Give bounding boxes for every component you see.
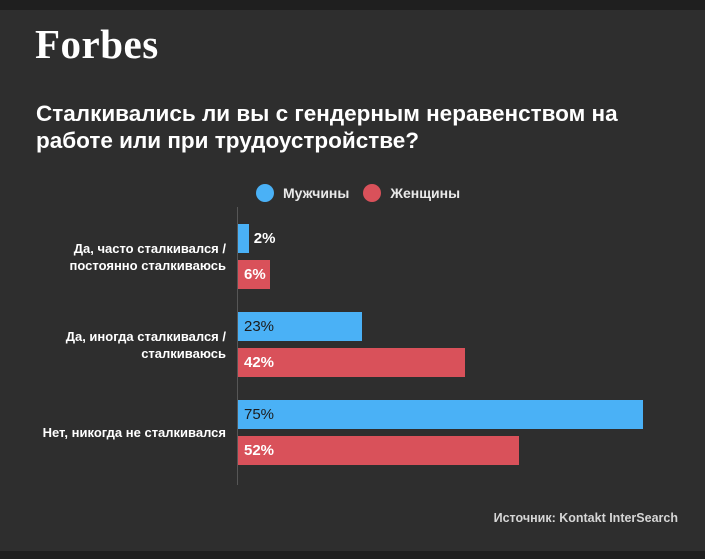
bar-men-0 (238, 224, 249, 253)
bar-pair: 75% 52% (238, 400, 643, 465)
bar-row: 23% (238, 312, 465, 341)
bar-row: 52% (238, 436, 643, 465)
bar-men-2: 75% (238, 400, 643, 429)
bar-women-1: 42% (238, 348, 465, 377)
legend-dot-women (363, 184, 382, 202)
bar-pair: 23% 42% (238, 312, 465, 377)
bar-value-label: 2% (253, 230, 276, 247)
top-border-strip (0, 0, 705, 10)
category-label: Да, иногда сталкивался / сталкиваюсь (65, 328, 226, 361)
bar-women-2: 52% (238, 436, 519, 465)
legend-label-men: Мужчины (283, 185, 350, 201)
legend-item-women: Женщины (363, 184, 460, 202)
bar-value-label: 42% (244, 354, 275, 371)
legend-label-women: Женщины (390, 185, 461, 201)
bar-groups: Да, часто сталкивался / постоянно сталки… (0, 224, 705, 465)
bar-row: 42% (238, 348, 465, 377)
legend-dot-men (256, 184, 274, 202)
chart-group: Да, иногда сталкивался / сталкиваюсь 23% 4… (0, 312, 705, 377)
bar-men-1: 23% (238, 312, 363, 341)
bar-row: 75% (238, 400, 643, 429)
forbes-logo: Forbes (35, 21, 159, 67)
axis-baseline (237, 207, 238, 485)
chart-group: Да, часто сталкивался / постоянно сталки… (0, 224, 705, 289)
chart-legend: Мужчины Женщины (256, 184, 460, 202)
chart-title: Сталкивались ли вы с гендерным неравенст… (36, 101, 618, 153)
bar-row: 6% (238, 260, 275, 289)
bar-value-label: 75% (244, 406, 275, 423)
bar-chart: Да, часто сталкивался / постоянно сталки… (0, 207, 705, 485)
source-credit: Источник: Kontakt InterSearch (493, 511, 678, 525)
bar-value-label: 6% (244, 266, 266, 283)
bar-value-label: 23% (244, 318, 275, 335)
category-label: Нет, никогда не сталкивался (42, 425, 226, 440)
bottom-border-strip (0, 551, 705, 559)
category-label: Да, часто сталкивался / постоянно сталки… (69, 240, 226, 273)
bar-value-label: 52% (244, 442, 275, 459)
bar-women-0: 6% (238, 260, 271, 289)
bar-pair: 2% 6% (238, 224, 275, 289)
bar-row: 2% (238, 224, 275, 253)
legend-item-men: Мужчины (256, 184, 349, 202)
chart-group: Нет, никогда не сталкивался 75% 52% (0, 400, 705, 465)
